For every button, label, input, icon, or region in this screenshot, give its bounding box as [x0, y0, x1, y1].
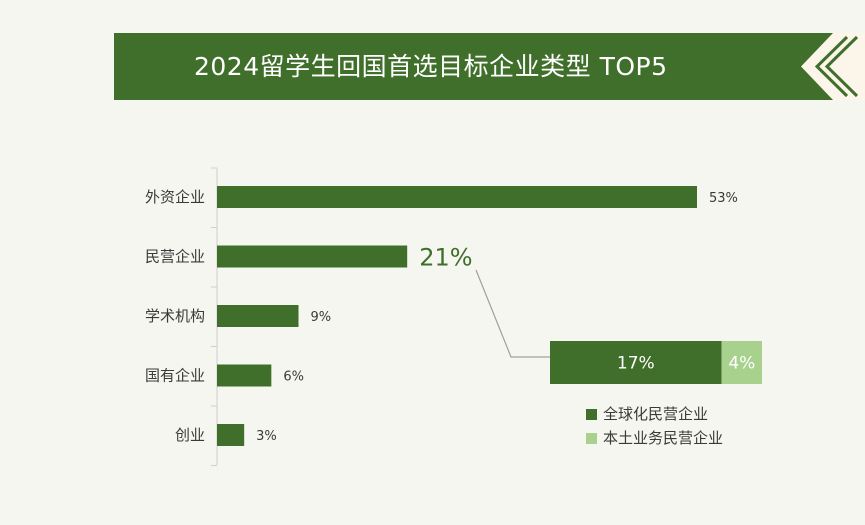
chart-title: 2024留学生回国首选目标企业类型 TOP5 — [194, 52, 668, 81]
bar — [217, 424, 245, 446]
chevron-decoration-icon — [801, 33, 865, 100]
bar — [217, 186, 697, 208]
breakdown-segment — [550, 341, 722, 384]
connector-line — [475, 269, 550, 358]
legend-swatch — [586, 433, 597, 444]
legend-swatch — [586, 409, 597, 420]
legend-label: 全球化民营企业 — [603, 405, 708, 423]
data-label-highlight: 21% — [419, 244, 472, 272]
data-label: 3% — [256, 429, 277, 444]
data-label: 6% — [283, 370, 304, 385]
legend-label: 本土业务民营企业 — [603, 429, 723, 447]
data-label: 9% — [311, 310, 332, 325]
breakdown-segment — [721, 341, 762, 384]
category-label: 民营企业 — [145, 248, 205, 266]
category-label: 创业 — [175, 426, 205, 444]
data-label: 53% — [709, 191, 738, 206]
breakdown-segment-label: 4% — [728, 354, 755, 374]
bar — [217, 245, 408, 268]
bar — [217, 364, 272, 387]
category-label: 国有企业 — [145, 367, 205, 385]
title-banner: 2024留学生回国首选目标企业类型 TOP5 — [114, 33, 865, 100]
category-label: 学术机构 — [145, 307, 205, 325]
breakdown-segment-label: 17% — [617, 354, 655, 374]
category-label: 外资企业 — [145, 188, 205, 206]
bar — [217, 305, 299, 327]
